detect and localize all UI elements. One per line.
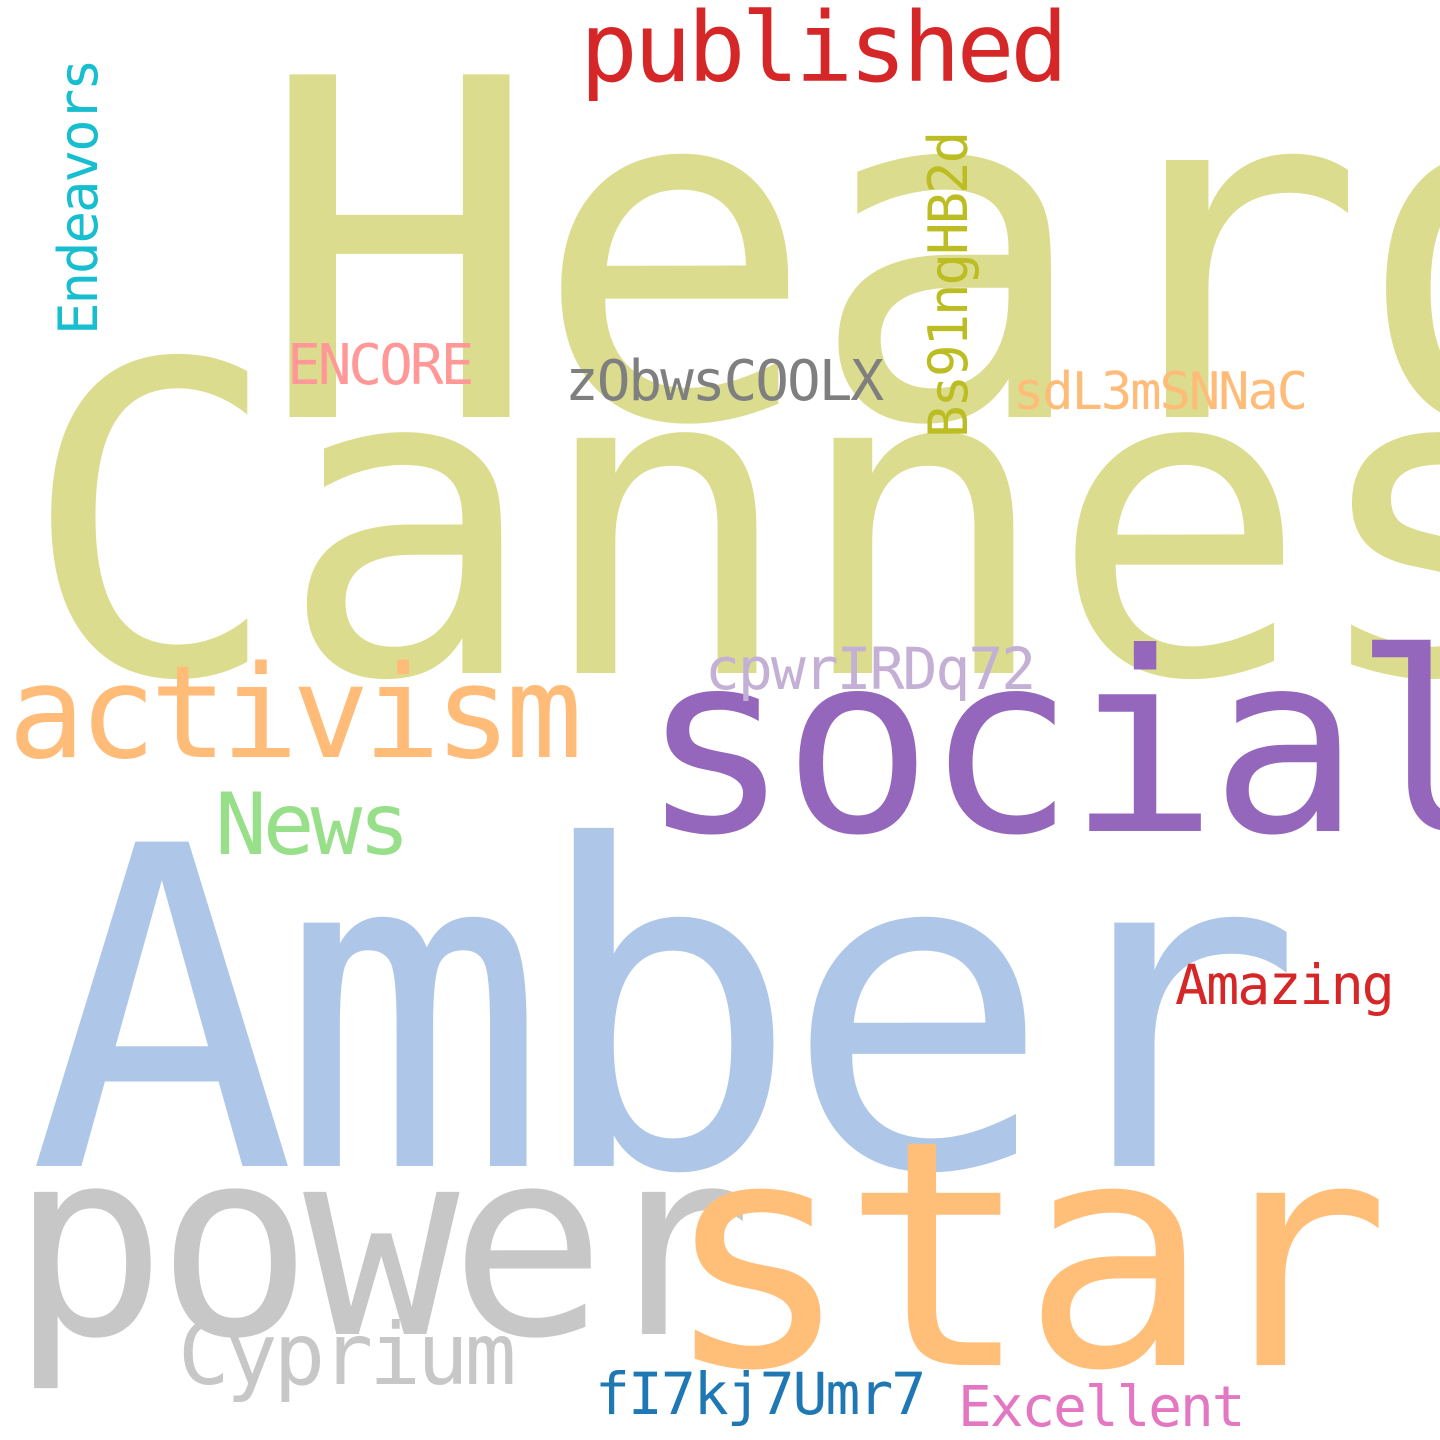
word-bs91nghb2d: Bs91ngHB2d [917,132,980,438]
word-star: star [662,1074,1391,1440]
word-cyprium: Cyprium [178,1305,516,1405]
word-cannes: Cannes [22,275,1440,775]
word-amazing: Amazing [1175,953,1395,1017]
word-cpwrirdq72: cpwrIRDq72 [705,635,1036,703]
word-endeavors: Endeavors [47,60,110,335]
word-social: social [640,599,1440,890]
word-heard: Heard [258,0,1440,528]
word-encore: ENCORE [287,333,474,398]
word-excellent: Excellent [958,1375,1245,1440]
word-published: published [580,0,1068,104]
word-activism: activism [8,639,582,788]
word-sdl3msnnac: sdL3mSNNaC [1013,362,1308,422]
word-news: News [215,775,410,875]
word-amber: Amber [28,753,1304,1271]
word-fi7kj7umr7: fI7kj7Umr7 [595,1360,926,1428]
word-zobwscoolx: zObwsCOOLX [565,349,884,414]
word-power: power [10,1094,753,1396]
